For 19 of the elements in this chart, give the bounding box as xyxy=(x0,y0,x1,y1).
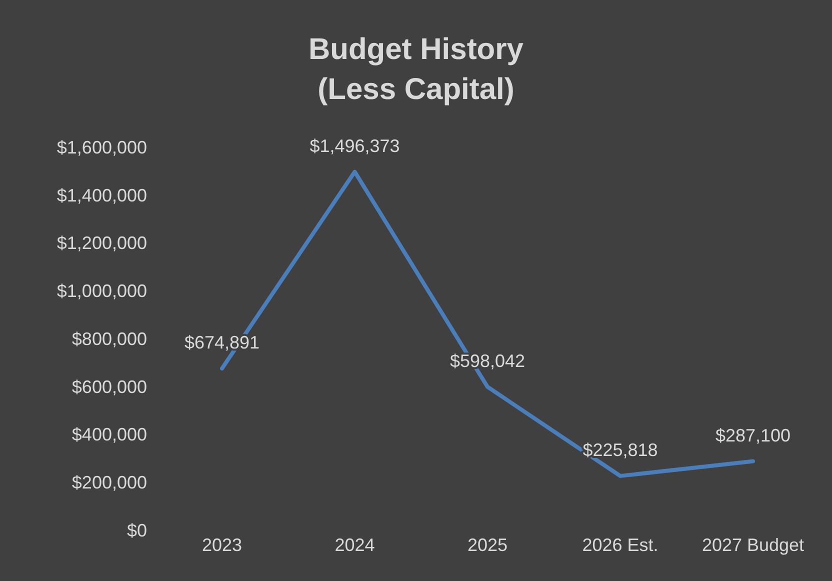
y-tick-label: $600,000 xyxy=(72,376,147,397)
y-tick-label: $0 xyxy=(126,520,147,540)
x-tick-label: 2023 xyxy=(202,534,242,555)
x-tick-label: 2027 Budget xyxy=(702,534,804,555)
y-tick-label: $800,000 xyxy=(72,328,147,349)
chart-subtitle: (Less Capital) xyxy=(316,72,516,108)
data-label: $287,100 xyxy=(715,425,791,446)
y-tick-label: $400,000 xyxy=(72,424,147,445)
x-tick-label: 2025 xyxy=(467,534,508,555)
data-label: $1,496,373 xyxy=(310,136,400,156)
y-tick-label: $200,000 xyxy=(72,472,147,493)
chart-title: Budget History xyxy=(307,32,524,68)
y-tick-label: $1,600,000 xyxy=(56,137,147,158)
data-label: $225,818 xyxy=(582,440,658,460)
x-tick-label: 2024 xyxy=(334,534,375,555)
y-tick-label: $1,400,000 xyxy=(56,185,147,206)
x-tick-label: 2026 Est. xyxy=(582,534,658,555)
y-tick-label: $1,200,000 xyxy=(56,233,147,254)
y-tick-label: $1,000,000 xyxy=(56,281,147,302)
